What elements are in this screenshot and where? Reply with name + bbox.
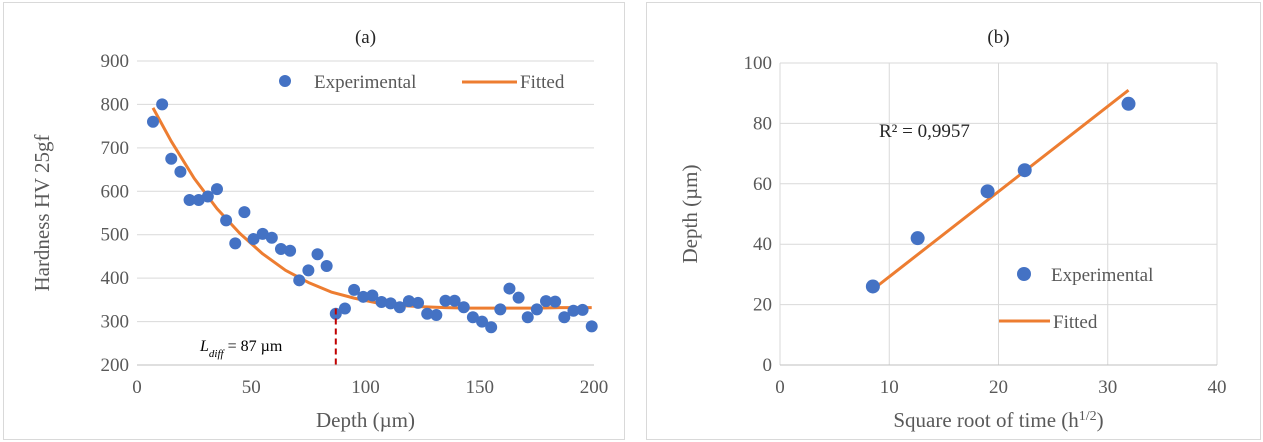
data-point [393,301,406,314]
legend-marker-experimental [279,75,291,87]
series-line-fitted [871,88,1130,291]
data-point [357,290,370,303]
x-tick-label: 40 [1208,377,1227,398]
data-point [338,302,351,315]
data-point [1017,163,1032,178]
data-point [284,244,297,257]
data-point [476,315,489,328]
y-tick-label: 900 [101,51,130,72]
legend: Experimental Fitted [279,72,565,93]
data-point [348,283,361,296]
x-tick-label: 200 [580,377,609,398]
x-tick-label: 30 [1098,377,1117,398]
y-tick-label: 300 [101,312,130,333]
x-tick-label: 10 [880,377,899,398]
data-point [265,231,278,244]
data-point [375,296,388,309]
data-point [201,190,214,203]
legend-label-experimental: Experimental [1051,265,1153,286]
y-axis-label: Hardness HV 25gf [30,134,54,291]
legend-marker-experimental [1017,267,1031,281]
y-tick-label: 200 [101,355,130,376]
data-point [512,291,525,304]
y-tick-label: 600 [101,181,130,202]
data-point [293,274,306,287]
y-tick-label: 40 [753,234,772,255]
data-point [192,193,205,206]
data-point [485,321,498,334]
legend-label-fitted: Fitted [1053,312,1098,333]
data-point [530,303,543,316]
y-axis-label: Depth (µm) [678,165,702,264]
x-tick-label: 100 [351,377,380,398]
chart-b: 0 20 40 60 80 100 0 10 20 30 40 (b) Square root of t… [678,27,1227,432]
data-point [210,183,223,196]
legend: Experimental Fitted [999,265,1153,333]
data-point [980,184,995,199]
data-point [165,152,178,165]
data-point [576,303,589,316]
chart-a-panel: 200 300 400 500 600 700 800 900 0 50 100 150 200 (a) D… [3,2,625,440]
data-point [183,193,196,206]
legend-label-fitted: Fitted [520,72,565,93]
annotation-ldiff: Ldiff = 87 µm [199,338,283,360]
data-point [274,243,287,256]
y-tick-label: 80 [753,113,772,134]
data-point [540,295,553,308]
legend-label-experimental: Experimental [314,72,416,93]
data-point [1121,96,1136,111]
data-point [402,295,415,308]
data-point [302,264,315,277]
x-tick-label: 150 [466,377,495,398]
data-point [238,206,251,219]
y-tick-label: 60 [753,174,772,195]
x-tick-label: 0 [775,377,785,398]
data-point [466,311,479,324]
data-point [549,295,562,308]
data-point [366,289,379,302]
y-tick-label: 700 [101,138,130,159]
y-tick-label: 100 [744,53,773,74]
y-tick-label: 0 [763,355,773,376]
data-point [320,259,333,272]
data-point [558,311,571,324]
data-point [384,297,397,310]
data-point [421,307,434,320]
chart-title: (a) [355,27,376,48]
x-tick-label: 20 [989,377,1008,398]
data-point [910,231,925,246]
x-tick-label: 0 [132,377,142,398]
data-point [430,309,443,322]
data-point [174,165,187,178]
x-axis-label: Depth (µm) [316,408,415,432]
data-point [311,248,324,261]
data-point [503,282,516,295]
r-squared-annotation: R² = 0,9957 [879,121,970,142]
data-point [448,294,461,307]
data-point [457,301,470,314]
x-tick-label: 50 [242,377,261,398]
y-tick-label: 400 [101,268,130,289]
data-point [439,294,452,307]
y-tick-label: 20 [753,295,772,316]
data-point [156,98,169,111]
data-point [229,237,242,250]
data-point [865,279,880,294]
data-point [220,214,233,227]
chart-a: 200 300 400 500 600 700 800 900 0 50 100 150 200 (a) D… [30,27,609,432]
chart-b-panel: 0 20 40 60 80 100 0 10 20 30 40 (b) Square root of t… [646,2,1261,440]
chart-title: (b) [987,27,1009,48]
data-point [494,303,507,316]
x-axis-label: Square root of time (h1/2) [893,408,1103,432]
data-point [412,296,425,309]
data-point [585,320,598,333]
data-point [567,304,580,317]
y-tick-label: 500 [101,225,130,246]
data-point [247,233,260,246]
data-point [256,227,269,240]
data-point [521,311,534,324]
y-tick-label: 800 [101,94,130,115]
data-point [146,115,159,128]
